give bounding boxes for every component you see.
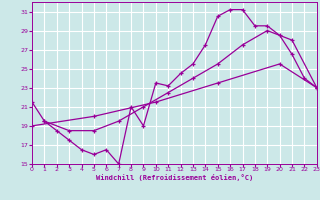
- X-axis label: Windchill (Refroidissement éolien,°C): Windchill (Refroidissement éolien,°C): [96, 174, 253, 181]
